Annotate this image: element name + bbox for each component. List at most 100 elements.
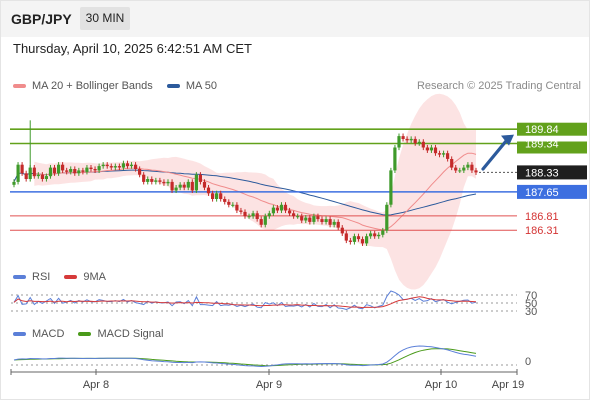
candle-body	[44, 176, 48, 179]
candle-body	[235, 204, 239, 211]
candle-body	[442, 153, 446, 155]
candle-body	[219, 193, 223, 199]
candle-body	[340, 227, 344, 234]
candle-body	[365, 236, 369, 244]
candle-body	[117, 166, 121, 168]
candle-body	[20, 164, 24, 174]
timeframe-button[interactable]: 30 MIN	[80, 7, 130, 30]
rsi-ma-line	[13, 296, 477, 309]
candle-body	[454, 167, 458, 171]
candle-body	[450, 159, 454, 168]
candle-body	[247, 216, 251, 218]
candle-body	[174, 187, 178, 191]
pivot-tag: 187.65	[525, 187, 559, 199]
candle-body	[356, 236, 361, 240]
candle-body	[69, 169, 73, 172]
candle-body	[417, 141, 421, 144]
macd-panel: 0	[11, 345, 531, 368]
candle-body	[300, 216, 304, 221]
candle-body	[271, 207, 275, 214]
candle-body	[129, 164, 134, 167]
candle-body	[97, 166, 101, 171]
time-axis: Apr 8 Apr 9 Apr 10 Apr 19	[10, 369, 524, 391]
candle-body	[474, 170, 478, 173]
rsi-level-label-70: 70	[525, 290, 537, 302]
candle-body	[158, 180, 162, 182]
forecast-arrow-shaft	[481, 137, 510, 171]
candle-body	[57, 164, 61, 174]
candle-body	[162, 181, 166, 184]
candle-body	[283, 204, 288, 211]
candle-body	[89, 167, 93, 169]
candle-body	[150, 179, 154, 182]
candle-body	[446, 153, 450, 159]
legend-rsi: RSI 9MA	[13, 271, 106, 283]
rsi-ma-swatch-icon	[64, 275, 78, 280]
candle-body	[81, 170, 85, 172]
candle-body	[125, 163, 130, 167]
candle-body	[320, 219, 324, 222]
ma50-swatch-icon	[166, 84, 180, 89]
candle-body	[223, 199, 227, 202]
current-price-tag-box	[517, 165, 587, 180]
candle-body	[344, 233, 348, 241]
candle-body	[202, 181, 207, 188]
candle-body	[36, 174, 40, 177]
candle-body	[52, 167, 57, 174]
candle-body	[279, 204, 284, 211]
candle-body	[360, 239, 365, 244]
candle-body	[24, 173, 28, 179]
candle-body	[16, 164, 20, 182]
candle-body	[239, 210, 243, 212]
candle-body	[182, 184, 186, 188]
resistance-tag-1: 189.84	[525, 124, 559, 136]
legend-rsi-label: RSI	[32, 271, 51, 283]
macd-zero-label: 0	[525, 356, 531, 368]
candle-body	[296, 216, 300, 218]
candle-body	[85, 167, 89, 172]
chart-datetime: Thursday, April 10, 2025 6:42:51 AM CET	[13, 41, 252, 56]
candle-body	[336, 221, 340, 228]
credit-text: Research © 2025 Trading Central	[416, 80, 581, 92]
price-panel: 189.84 189.34 188.33 187.65 186.81 186.31	[10, 93, 587, 290]
candle-body	[393, 147, 397, 171]
candle-body	[178, 184, 182, 188]
current-price-tag: 188.33	[525, 167, 559, 179]
candle-body	[308, 217, 312, 222]
macd-line	[13, 345, 477, 368]
candle-body	[32, 167, 36, 177]
candle-body	[190, 181, 194, 191]
candle-body	[385, 204, 389, 231]
candle-body	[142, 174, 146, 182]
resistance-tag-2-box	[517, 141, 587, 154]
candle-body	[405, 138, 409, 141]
rsi-level-label-30: 30	[525, 306, 537, 318]
legend-rsi-ma-label: 9MA	[83, 271, 107, 283]
candle-body	[101, 164, 105, 167]
candle-body	[373, 233, 377, 237]
time-axis-label: Apr 19	[492, 379, 524, 391]
candle-body	[462, 167, 466, 171]
legend-macd-signal-label: MACD Signal	[97, 328, 164, 340]
support-tag-2: 186.31	[525, 225, 559, 237]
pivot-tag-box	[517, 184, 587, 199]
candle-body	[77, 170, 81, 174]
candle-body	[255, 213, 259, 219]
candle-body	[194, 174, 198, 191]
candle-body	[211, 193, 215, 199]
candle-body	[324, 219, 328, 222]
candle-body	[109, 166, 113, 168]
candle-body	[231, 204, 235, 206]
candle-body	[332, 221, 336, 225]
candle-body	[425, 147, 429, 151]
candle-body	[40, 174, 44, 179]
macd-swatch-icon	[13, 332, 26, 337]
candle-body	[93, 169, 97, 171]
candle-body	[243, 211, 247, 217]
support-tag-1: 186.81	[525, 211, 559, 223]
candle-body	[377, 234, 381, 237]
time-axis-label: Apr 9	[256, 379, 282, 391]
candle-body	[275, 207, 279, 211]
candle-body	[113, 166, 117, 168]
